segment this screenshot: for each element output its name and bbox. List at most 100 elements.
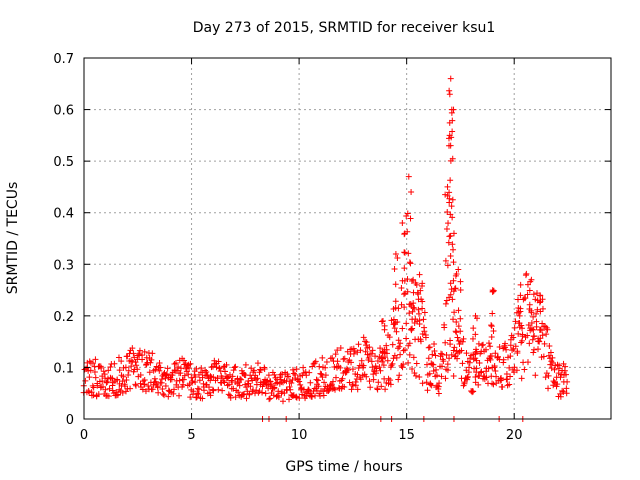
data-point [262, 390, 269, 397]
data-point [470, 325, 477, 332]
data-point [201, 387, 208, 394]
data-point [387, 377, 394, 384]
data-point [405, 173, 412, 180]
data-point [449, 128, 456, 135]
data-point [426, 370, 433, 377]
data-point [147, 359, 154, 366]
data-point [425, 355, 432, 362]
data-point [345, 366, 352, 373]
data-point [450, 230, 457, 237]
data-point [332, 351, 339, 358]
data-point [379, 358, 386, 365]
data-point [379, 318, 386, 325]
data-point [409, 366, 416, 373]
data-point [507, 373, 514, 380]
data-point [524, 332, 531, 339]
data-point [176, 377, 183, 384]
data-point [445, 220, 452, 227]
data-point [231, 364, 238, 371]
data-point [545, 372, 552, 379]
data-point [94, 382, 101, 389]
data-point [402, 346, 409, 353]
data-point [407, 300, 414, 307]
data-point [91, 369, 98, 376]
data-point [137, 371, 144, 378]
data-point [485, 365, 492, 372]
data-point [240, 391, 247, 398]
data-point [447, 291, 454, 298]
data-point [413, 281, 420, 288]
data-point [261, 366, 268, 373]
data-point [264, 377, 271, 384]
data-point [455, 266, 462, 273]
data-point [521, 366, 528, 373]
data-point [148, 356, 155, 363]
data-point [449, 155, 456, 162]
data-point [387, 381, 394, 388]
data-point [441, 321, 448, 328]
data-point [506, 381, 513, 388]
data-point [145, 383, 152, 390]
data-point [378, 383, 385, 390]
data-point [162, 383, 169, 390]
data-point [337, 364, 344, 371]
data-point [491, 362, 498, 369]
data-point [420, 316, 427, 323]
data-point [349, 366, 356, 373]
data-point [186, 365, 193, 372]
data-point [487, 343, 494, 350]
data-point [394, 345, 401, 352]
data-point [207, 373, 214, 380]
data-point [323, 359, 330, 366]
data-point [530, 333, 537, 340]
data-point [485, 340, 492, 347]
data-point [443, 226, 450, 233]
data-point [535, 335, 542, 342]
data-point [292, 371, 299, 378]
data-point [119, 378, 126, 385]
data-point [348, 359, 355, 366]
data-point [406, 340, 413, 347]
data-point [223, 361, 230, 368]
data-point [378, 354, 385, 361]
data-point [539, 305, 546, 312]
data-point [390, 305, 397, 312]
data-point [455, 307, 462, 314]
data-point [489, 310, 496, 317]
data-point [228, 377, 235, 384]
data-point [236, 382, 243, 389]
data-point [242, 381, 249, 388]
data-point [472, 349, 479, 356]
data-point [142, 388, 149, 395]
data-point [176, 392, 183, 399]
data-point [404, 288, 411, 295]
data-point [464, 373, 471, 380]
data-point [177, 365, 184, 372]
data-point [219, 387, 226, 394]
data-point [92, 356, 99, 363]
data-point [320, 392, 327, 399]
data-point [256, 388, 263, 395]
data-point [516, 312, 523, 319]
data-point [99, 378, 106, 385]
data-point [362, 338, 369, 345]
data-point [289, 366, 296, 373]
data-point [159, 386, 166, 393]
data-point [510, 334, 517, 341]
data-point [290, 393, 297, 400]
data-point [524, 359, 531, 366]
data-point [408, 326, 415, 333]
data-point [118, 358, 125, 365]
data-point [226, 371, 233, 378]
data-point [376, 364, 383, 371]
data-point [446, 91, 453, 98]
data-point [417, 336, 424, 343]
data-point [377, 345, 384, 352]
data-point [450, 373, 457, 380]
data-point [316, 363, 323, 370]
data-point [92, 374, 99, 381]
data-point [444, 361, 451, 368]
data-point [252, 372, 259, 379]
data-point [489, 287, 496, 294]
